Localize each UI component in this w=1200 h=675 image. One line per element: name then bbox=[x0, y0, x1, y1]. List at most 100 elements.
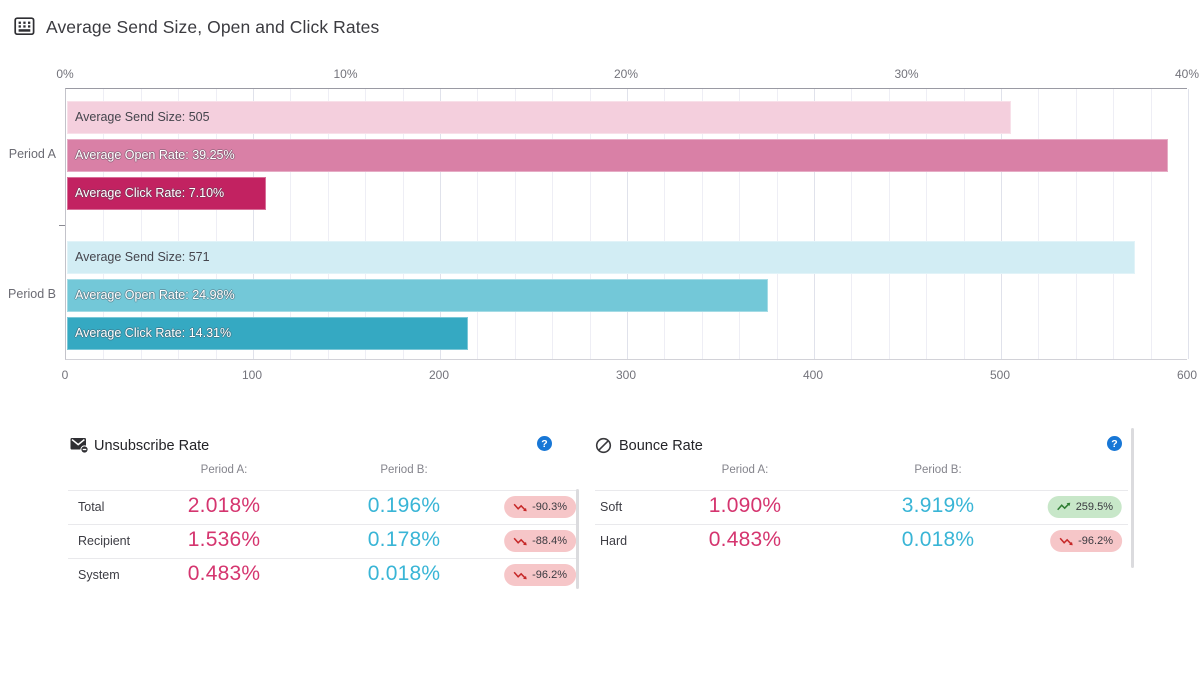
change-value: 259.5% bbox=[1075, 501, 1113, 513]
chart-bar[interactable]: Average Open Rate: 39.25% bbox=[67, 139, 1168, 172]
change-value: -88.4% bbox=[532, 535, 567, 547]
category-axis-tick bbox=[59, 225, 65, 226]
gridline bbox=[1076, 89, 1077, 359]
gridline bbox=[664, 89, 665, 359]
change-badge: -90.3% bbox=[504, 496, 576, 518]
row-separator bbox=[595, 524, 1128, 525]
gridline bbox=[851, 89, 852, 359]
count-axis-tick-label: 600 bbox=[1176, 368, 1198, 382]
trend-down-icon bbox=[513, 536, 528, 546]
table-chart-icon bbox=[14, 16, 35, 42]
change-badge: 259.5% bbox=[1047, 496, 1122, 518]
count-axis-tick-label: 200 bbox=[428, 368, 450, 382]
period-b-value: 0.018% bbox=[367, 562, 441, 585]
gridline bbox=[216, 89, 217, 359]
chart-bar[interactable]: Average Click Rate: 14.31% bbox=[67, 317, 468, 350]
chart-bar[interactable]: Average Send Size: 571 bbox=[67, 241, 1135, 274]
period-a-value: 2.018% bbox=[187, 494, 261, 517]
percent-axis-tick-label: 20% bbox=[613, 67, 639, 81]
bar-value-label: Average Click Rate: 14.31% bbox=[75, 326, 232, 340]
gridline bbox=[141, 89, 142, 359]
gridline bbox=[739, 89, 740, 359]
gridline bbox=[814, 89, 815, 359]
gridline bbox=[590, 89, 591, 359]
period-b-value: 3.919% bbox=[901, 494, 975, 517]
gridline bbox=[328, 89, 329, 359]
gridline bbox=[1188, 89, 1189, 359]
gridline bbox=[627, 89, 628, 359]
period-b-value: 0.196% bbox=[367, 494, 441, 517]
percent-axis-tick-label: 40% bbox=[1174, 67, 1200, 81]
block-icon bbox=[595, 437, 612, 459]
chart-bar[interactable]: Average Click Rate: 7.10% bbox=[67, 177, 266, 210]
count-axis-tick-label: 100 bbox=[241, 368, 263, 382]
gridline bbox=[103, 89, 104, 359]
period-b-value: 0.178% bbox=[367, 528, 441, 551]
row-label: Soft bbox=[600, 500, 623, 514]
gridline bbox=[1038, 89, 1039, 359]
period-a-value: 0.483% bbox=[187, 562, 261, 585]
bar-value-label: Average Open Rate: 24.98% bbox=[75, 288, 235, 302]
gridline bbox=[1113, 89, 1114, 359]
period-a-value: 1.536% bbox=[187, 528, 261, 551]
row-label: Hard bbox=[600, 534, 628, 548]
gridline bbox=[178, 89, 179, 359]
change-badge: -96.2% bbox=[504, 564, 576, 586]
row-separator bbox=[68, 490, 576, 491]
gridline bbox=[1151, 89, 1152, 359]
gridline bbox=[702, 89, 703, 359]
gridline bbox=[1001, 89, 1002, 359]
bar-value-label: Average Send Size: 571 bbox=[75, 250, 210, 264]
trend-down-icon bbox=[513, 570, 528, 580]
row-label: System bbox=[78, 568, 120, 582]
column-header: Period B: bbox=[914, 464, 962, 476]
chart-bar[interactable]: Average Send Size: 505 bbox=[67, 101, 1011, 134]
row-separator bbox=[595, 490, 1128, 491]
chart-bar[interactable]: Average Open Rate: 24.98% bbox=[67, 279, 768, 312]
gridline bbox=[477, 89, 478, 359]
period-a-value: 1.090% bbox=[708, 494, 782, 517]
row-label: Total bbox=[78, 500, 105, 514]
card-title: Unsubscribe Rate bbox=[94, 438, 210, 454]
period-a-value: 0.483% bbox=[708, 528, 782, 551]
trend-down-icon bbox=[1059, 536, 1074, 546]
card-scrollbar[interactable] bbox=[576, 489, 579, 589]
change-value: -96.2% bbox=[1078, 535, 1113, 547]
percent-axis-tick-label: 10% bbox=[333, 67, 358, 81]
change-value: -96.2% bbox=[532, 569, 567, 581]
count-axis-tick-label: 300 bbox=[615, 368, 637, 382]
gridline bbox=[889, 89, 890, 359]
help-icon[interactable]: ? bbox=[1107, 436, 1122, 451]
gridline bbox=[515, 89, 516, 359]
change-value: -90.3% bbox=[532, 501, 567, 513]
trend-down-icon bbox=[513, 502, 528, 512]
row-label: Recipient bbox=[78, 534, 131, 548]
help-icon[interactable]: ? bbox=[537, 436, 552, 451]
gridline bbox=[440, 89, 441, 359]
category-label: Period A bbox=[8, 147, 56, 161]
page-title: Average Send Size, Open and Click Rates bbox=[46, 17, 380, 37]
card-title: Bounce Rate bbox=[619, 438, 703, 454]
change-badge: -88.4% bbox=[504, 530, 576, 552]
gridline bbox=[253, 89, 254, 359]
row-separator bbox=[68, 558, 576, 559]
count-axis-tick-label: 400 bbox=[802, 368, 824, 382]
bar-value-label: Average Click Rate: 7.10% bbox=[75, 186, 225, 200]
gridline bbox=[552, 89, 553, 359]
bar-value-label: Average Open Rate: 39.25% bbox=[75, 148, 235, 162]
bar-value-label: Average Send Size: 505 bbox=[75, 110, 210, 124]
gridline bbox=[290, 89, 291, 359]
period-b-value: 0.018% bbox=[901, 528, 975, 551]
gridline bbox=[365, 89, 366, 359]
row-separator bbox=[68, 524, 576, 525]
column-header: Period B: bbox=[380, 464, 428, 476]
gridline bbox=[964, 89, 965, 359]
gridline bbox=[777, 89, 778, 359]
category-label: Period B bbox=[8, 287, 56, 301]
percent-axis-tick-label: 0% bbox=[56, 67, 74, 81]
gridline bbox=[926, 89, 927, 359]
card-scrollbar[interactable] bbox=[1131, 428, 1134, 568]
column-header: Period A: bbox=[721, 464, 769, 476]
count-axis-tick-label: 500 bbox=[989, 368, 1011, 382]
